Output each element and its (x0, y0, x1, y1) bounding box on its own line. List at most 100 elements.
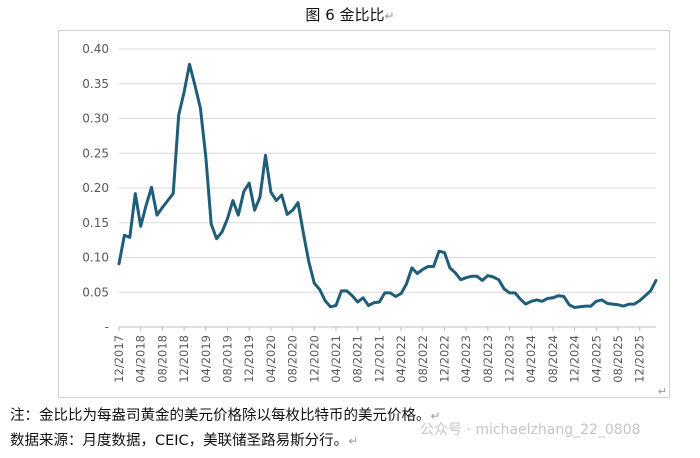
x-tick-label: 12/2022 (437, 335, 451, 383)
data-point (638, 299, 641, 302)
data-point (139, 225, 142, 228)
x-tick-label: 12/2018 (177, 335, 191, 383)
data-point (204, 155, 207, 158)
chart-frame: - 0.05 0.10 0.15 0.20 0.25 0.30 0.35 0.40 12/2017… (58, 30, 670, 398)
data-point (492, 276, 495, 279)
data-point (655, 279, 658, 282)
data-point (562, 295, 565, 298)
data-point (622, 305, 625, 308)
data-point (508, 292, 511, 295)
data-point (177, 114, 180, 117)
data-point (519, 298, 522, 301)
data-point (259, 196, 262, 199)
x-tick-label: 12/2023 (503, 335, 517, 383)
x-tick-label: 12/2017 (112, 335, 126, 383)
x-tick-label: 04/2023 (459, 335, 473, 383)
data-point (221, 230, 224, 233)
data-point (557, 294, 560, 297)
data-point (394, 295, 397, 298)
data-point (546, 297, 549, 300)
data-point (194, 84, 197, 87)
x-tick-label: 12/2021 (372, 335, 386, 383)
data-point (541, 300, 544, 303)
data-point (628, 303, 631, 306)
x-tick-label: 04/2018 (134, 335, 148, 383)
x-tick-label: 12/2019 (242, 335, 256, 383)
data-point (166, 199, 169, 202)
data-point (172, 192, 175, 195)
x-tick-label: 12/2020 (307, 335, 321, 383)
data-point (128, 236, 131, 239)
data-point (183, 91, 186, 94)
y-tick-label: 0.30 (82, 112, 109, 126)
data-point (286, 213, 289, 216)
data-point (606, 302, 609, 305)
data-point (454, 271, 457, 274)
data-point (210, 223, 213, 226)
y-tick-label: - (105, 320, 109, 334)
data-point (297, 201, 300, 204)
data-point (367, 304, 370, 307)
figure-title: 图 6 金比比↵ (305, 6, 395, 24)
data-point (600, 299, 603, 302)
x-tick-label: 04/2024 (524, 335, 538, 383)
chart-note: 注：金比比为每盎司黄金的美元价格除以每枚比特币的美元价格。↵ (10, 408, 441, 424)
data-point (242, 190, 245, 193)
data-point (345, 290, 348, 293)
watermark: 公众号 · michaelzhang_22_0808 (420, 422, 641, 438)
x-tick-label: 08/2022 (416, 335, 430, 383)
data-point (329, 305, 332, 308)
data-point (123, 234, 126, 237)
data-point (595, 300, 598, 303)
data-point (324, 299, 327, 302)
data-point (486, 274, 489, 277)
data-point (199, 107, 202, 110)
x-tick-label: 08/2018 (155, 335, 169, 383)
x-tick-label: 04/2025 (589, 335, 603, 383)
data-point (253, 209, 256, 212)
data-point (318, 288, 321, 291)
data-point (449, 267, 452, 270)
data-point (568, 303, 571, 306)
data-point (644, 294, 647, 297)
data-point (573, 306, 576, 309)
data-point (552, 296, 555, 299)
data-point (270, 191, 273, 194)
data-point (313, 282, 316, 285)
data-point (351, 294, 354, 297)
x-tick-label: 08/2025 (611, 335, 625, 383)
data-point (438, 250, 441, 253)
data-point (335, 304, 338, 307)
data-point (524, 303, 527, 306)
y-tick-label: 0.40 (82, 42, 109, 56)
y-tick-label: 0.15 (82, 216, 109, 230)
data-point (405, 283, 408, 286)
x-tick-label: 04/2019 (199, 335, 213, 383)
data-point (584, 305, 587, 308)
data-point (134, 192, 137, 195)
data-point (427, 265, 430, 268)
data-point (145, 204, 148, 207)
data-point (389, 292, 392, 295)
data-point (232, 199, 235, 202)
data-point (465, 276, 468, 279)
data-point (432, 265, 435, 268)
data-point (481, 279, 484, 282)
data-point (411, 267, 414, 270)
data-point (443, 251, 446, 254)
x-tick-label: 04/2022 (394, 335, 408, 383)
data-point (633, 303, 636, 306)
data-point (470, 275, 473, 278)
x-tick-label: 04/2020 (264, 335, 278, 383)
data-point (248, 182, 251, 185)
x-tick-label: 08/2024 (546, 335, 560, 383)
data-point (400, 292, 403, 295)
return-mark: ↵ (658, 385, 667, 398)
x-tick-label: 08/2021 (351, 335, 365, 383)
x-tick-label: 08/2023 (481, 335, 495, 383)
data-point (275, 199, 278, 202)
data-point (188, 63, 191, 66)
data-point (280, 194, 283, 197)
data-point (579, 305, 582, 308)
data-point (421, 268, 424, 271)
